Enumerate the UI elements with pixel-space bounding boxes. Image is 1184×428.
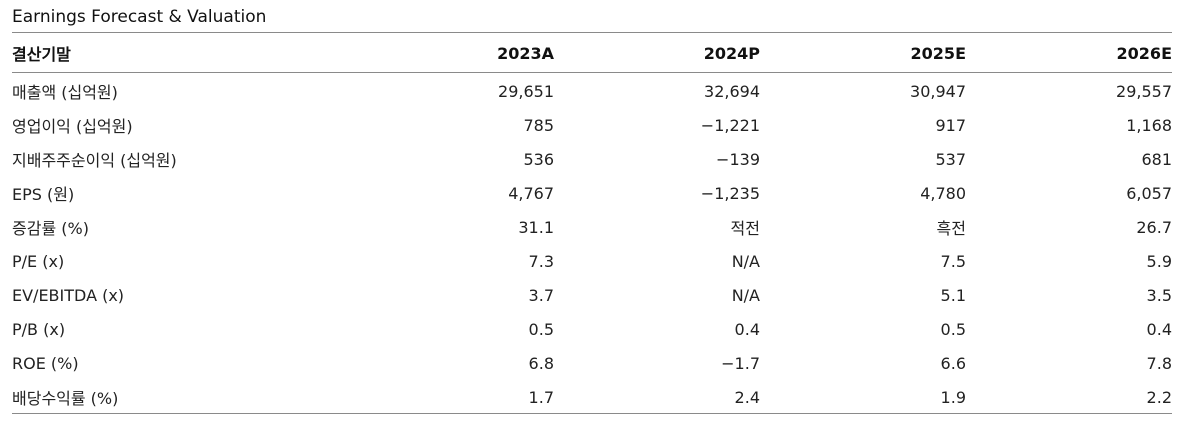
- header-2026e: 2026E: [1116, 43, 1172, 63]
- cell-value: −1,221: [700, 115, 760, 135]
- bottom-rule: [12, 413, 1172, 414]
- row-label: ROE (%): [12, 353, 79, 373]
- cell-value: N/A: [731, 285, 760, 305]
- cell-value: 537: [935, 149, 966, 169]
- row-label: 지배주주순이익 (십억원): [12, 151, 177, 170]
- cell-value: 2.4: [734, 387, 760, 407]
- cell-value: 5.1: [940, 285, 966, 305]
- row-label: 증감률 (%): [12, 219, 89, 238]
- header-period-label: 결산기말: [12, 45, 71, 64]
- cell-value: 1.9: [940, 387, 966, 407]
- table-row-pe: P/E (x) 7.3 N/A 7.5 5.9: [12, 244, 1172, 278]
- cell-value: 적전: [730, 219, 760, 238]
- cell-value: 6.8: [528, 353, 554, 373]
- table-title: Earnings Forecast & Valuation: [12, 7, 267, 27]
- cell-value: 4,780: [920, 183, 966, 203]
- table-row-roe: ROE (%) 6.8 −1.7 6.6 7.8: [12, 346, 1172, 380]
- table-row-net-income: 지배주주순이익 (십억원) 536 −139 537 681: [12, 142, 1172, 176]
- header-2025e: 2025E: [910, 43, 966, 63]
- cell-value: 1.7: [528, 387, 554, 407]
- cell-value: 7.3: [528, 251, 554, 271]
- cell-value: 2.2: [1146, 387, 1172, 407]
- cell-value: 6.6: [940, 353, 966, 373]
- table-row-revenue: 매출액 (십억원) 29,651 32,694 30,947 29,557: [12, 72, 1172, 108]
- row-label: P/B (x): [12, 319, 66, 339]
- table-row-dividend-yield: 배당수익률 (%) 1.7 2.4 1.9 2.2: [12, 380, 1172, 414]
- cell-value: 0.4: [734, 319, 760, 339]
- cell-value: 3.5: [1146, 285, 1172, 305]
- table-row-eps: EPS (원) 4,767 −1,235 4,780 6,057: [12, 176, 1172, 210]
- cell-value: 31.1: [518, 217, 554, 237]
- cell-value: 29,557: [1116, 81, 1172, 101]
- cell-value: 3.7: [528, 285, 554, 305]
- header-rule: [12, 72, 1172, 73]
- cell-value: 7.8: [1146, 353, 1172, 373]
- cell-value: 26.7: [1136, 217, 1172, 237]
- table-row-ev-ebitda: EV/EBITDA (x) 3.7 N/A 5.1 3.5: [12, 278, 1172, 312]
- cell-value: 5.9: [1146, 251, 1172, 271]
- cell-value: 681: [1141, 149, 1172, 169]
- cell-value: 0.5: [528, 319, 554, 339]
- table-row-pb: P/B (x) 0.5 0.4 0.5 0.4: [12, 312, 1172, 346]
- cell-value: 917: [935, 115, 966, 135]
- cell-value: 536: [523, 149, 554, 169]
- cell-value: 1,168: [1126, 115, 1172, 135]
- header-row: 결산기말 2023A 2024P 2025E 2026E: [12, 34, 1172, 72]
- row-label: EV/EBITDA (x): [12, 285, 125, 305]
- table-row-operating-profit: 영업이익 (십억원) 785 −1,221 917 1,168: [12, 108, 1172, 142]
- table-row-growth-rate: 증감률 (%) 31.1 적전 흑전 26.7: [12, 210, 1172, 244]
- cell-value: −1.7: [721, 353, 760, 373]
- row-label: 영업이익 (십억원): [12, 117, 133, 136]
- cell-value: 32,694: [704, 81, 760, 101]
- cell-value: 흑전: [936, 219, 966, 238]
- row-label: EPS (원): [12, 185, 75, 204]
- cell-value: N/A: [731, 251, 760, 271]
- header-2024p: 2024P: [703, 43, 760, 63]
- cell-value: 29,651: [498, 81, 554, 101]
- row-label: 배당수익률 (%): [12, 389, 119, 408]
- row-label: P/E (x): [12, 251, 65, 271]
- cell-value: 6,057: [1126, 183, 1172, 203]
- earnings-table: 결산기말 2023A 2024P 2025E 2026E 매출액 (십억원) 2…: [12, 34, 1172, 414]
- cell-value: 0.4: [1146, 319, 1172, 339]
- cell-value: 7.5: [940, 251, 966, 271]
- cell-value: 30,947: [910, 81, 966, 101]
- row-label: 매출액 (십억원): [12, 83, 118, 102]
- header-2023a: 2023A: [497, 43, 554, 63]
- cell-value: 4,767: [508, 183, 554, 203]
- cell-value: −1,235: [700, 183, 760, 203]
- cell-value: −139: [716, 149, 760, 169]
- cell-value: 0.5: [940, 319, 966, 339]
- cell-value: 785: [523, 115, 554, 135]
- top-rule: [12, 32, 1172, 33]
